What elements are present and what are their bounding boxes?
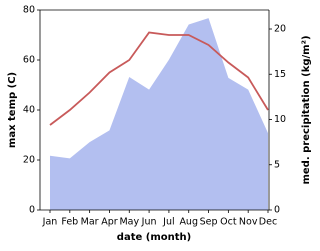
x-tick-label: Feb <box>61 217 78 228</box>
y2-tick-label: 10 <box>274 114 286 125</box>
chart: date (month) max temp (C) med. precipita… <box>7 5 312 244</box>
y-tick-label: 60 <box>23 55 35 66</box>
x-tick-label: Apr <box>101 217 118 228</box>
y2-tick-label: 20 <box>274 24 286 35</box>
y2-tick-label: 15 <box>274 69 286 80</box>
y-tick-label: 80 <box>23 5 35 16</box>
x-tick-label: Oct <box>220 217 237 228</box>
precipitation-area <box>50 18 268 211</box>
x-tick-label: Jun <box>141 217 157 228</box>
y2-tick-label: 0 <box>274 205 280 216</box>
y2-tick-label: 5 <box>274 159 280 170</box>
x-tick-label: Mar <box>81 217 99 228</box>
temperature-line <box>49 31 269 126</box>
x-axis-label: date (month) <box>117 232 191 243</box>
x-tick-label: Dec <box>259 217 277 228</box>
y-axis-label: max temp (C) <box>7 72 18 148</box>
x-tick-label: May <box>119 217 139 228</box>
y-tick-label: 20 <box>23 155 35 166</box>
x-tick-label: Nov <box>239 217 258 228</box>
y-tick-label: 40 <box>23 105 35 116</box>
x-tick-label: Jan <box>42 217 58 228</box>
y-tick-label: 0 <box>29 205 35 216</box>
x-tick-label: Sep <box>200 217 218 228</box>
x-tick-label: Aug <box>179 217 198 228</box>
y2-axis-label: med. precipitation (kg/m²) <box>301 35 312 184</box>
x-tick-label: Jul <box>162 217 174 228</box>
